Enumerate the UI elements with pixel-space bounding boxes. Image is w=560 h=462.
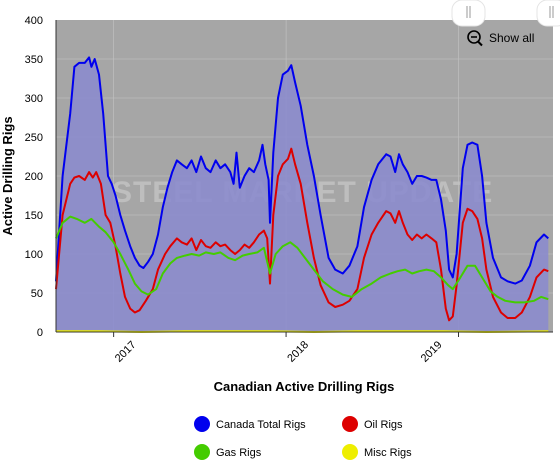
x-tick-label: 2019 — [419, 339, 445, 365]
y-tick-label: 250 — [25, 132, 43, 144]
series-line-canada-total-rigs — [55, 56, 549, 285]
y-ticks: 0 50 100 150 200 250 300 350 400 — [25, 15, 43, 339]
series-line-oil-rigs — [55, 147, 549, 322]
legend-item-gas-rigs[interactable]: Gas Rigs — [194, 444, 262, 460]
x-tick-label: 2018 — [285, 339, 311, 365]
show-all-label: Show all — [489, 31, 534, 45]
legend-marker — [342, 444, 358, 460]
x-axis-title: Canadian Active Drilling Rigs — [214, 379, 395, 394]
y-tick-label: 350 — [25, 54, 43, 66]
navigator-handle-left[interactable] — [451, 0, 486, 27]
zoom-out-icon — [467, 30, 483, 47]
legend-marker — [194, 416, 210, 432]
legend-marker — [342, 416, 358, 432]
y-tick-label: 150 — [25, 210, 43, 222]
show-all-button[interactable]: Show all — [467, 30, 534, 47]
y-tick-label: 400 — [25, 15, 43, 27]
y-axis-title: Active Drilling Rigs — [0, 116, 15, 235]
y-tick-label: 100 — [25, 249, 43, 261]
legend-item-canada-total-rigs[interactable]: Canada Total Rigs — [194, 416, 306, 432]
x-ticks: 2017 2018 2019 — [113, 332, 460, 365]
legend: Canada Total Rigs Oil Rigs Gas Rigs Misc Ri… — [194, 416, 412, 460]
x-tick-label: 2017 — [113, 339, 139, 365]
legend-label: Canada Total Rigs — [216, 419, 306, 431]
legend-label: Misc Rigs — [364, 447, 412, 459]
y-tick-label: 50 — [31, 288, 43, 300]
axes — [55, 20, 553, 333]
y-tick-label: 0 — [37, 327, 43, 339]
legend-label: Oil Rigs — [364, 419, 403, 431]
series-line-gas-rigs — [55, 215, 549, 304]
navigator-handle-right[interactable] — [536, 0, 560, 27]
legend-label: Gas Rigs — [216, 447, 262, 459]
y-tick-label: 300 — [25, 93, 43, 105]
legend-marker — [194, 444, 210, 460]
y-tick-label: 200 — [25, 171, 43, 183]
legend-item-oil-rigs[interactable]: Oil Rigs — [342, 416, 403, 432]
legend-item-misc-rigs[interactable]: Misc Rigs — [342, 444, 412, 460]
